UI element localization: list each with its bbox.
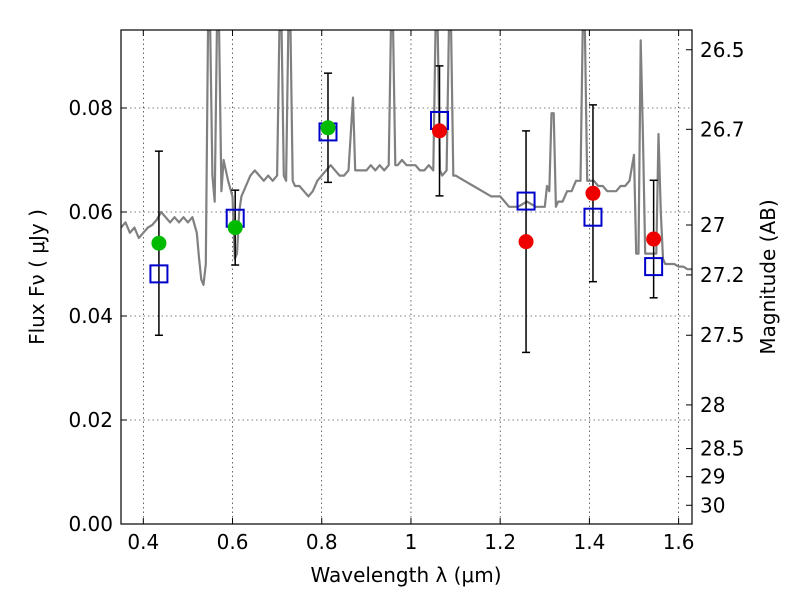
y2-tick-label: 30 <box>700 493 725 517</box>
model-photometry-square <box>644 257 664 277</box>
x-tick-label: 0.8 <box>306 530 338 554</box>
y2-tick-label: 27 <box>700 213 725 237</box>
markers-layer <box>149 110 664 284</box>
model-photometry-square <box>516 191 536 211</box>
x-axis-label: Wavelength λ (μm) <box>310 563 501 587</box>
x-tick-label: 1 <box>405 530 418 554</box>
y-tick-label: 0.06 <box>68 200 113 224</box>
y-axis-ticks: 0.00 0.02 0.04 0.06 0.08 <box>68 96 127 536</box>
observed-flux-point-green <box>227 220 243 236</box>
y-tick-label: 0.04 <box>68 304 113 328</box>
x-tick-label: 0.4 <box>127 530 159 554</box>
x-tick-label: 1.6 <box>663 530 695 554</box>
y2-tick-label: 27.5 <box>700 323 745 347</box>
observed-flux-point-red <box>646 231 662 247</box>
y-tick-label: 0.02 <box>68 408 113 432</box>
y2-tick-label: 27.2 <box>700 263 745 287</box>
observed-flux-point-red <box>432 123 448 139</box>
x-tick-label: 0.6 <box>217 530 249 554</box>
model-spectrum-line <box>121 30 692 286</box>
x-axis-ticks: 0.4 0.6 0.8 1 1.2 1.4 1.6 <box>127 30 695 554</box>
y2-tick-label: 28.5 <box>700 437 745 461</box>
y2-axis-ticks: 26.5 26.7 27 27.2 27.5 28 28.5 29 30 <box>686 38 745 517</box>
model-spectrum-layer <box>121 30 692 286</box>
observed-flux-point-green <box>151 235 167 251</box>
model-photometry-square <box>149 264 169 284</box>
y-axis-label: Flux Fν ( μJy ) <box>25 209 49 345</box>
y2-axis-label: Magnitude (AB) <box>756 199 780 354</box>
plot-frame <box>120 29 693 525</box>
model-photometry-square <box>583 207 603 227</box>
y-tick-label: 0.08 <box>68 96 113 120</box>
y2-tick-label: 28 <box>700 393 725 417</box>
observed-flux-point-red <box>518 234 534 250</box>
observed-flux-point-green <box>320 120 336 136</box>
y2-tick-label: 26.5 <box>700 38 745 62</box>
y2-tick-label: 26.7 <box>700 117 745 141</box>
x-tick-label: 1.2 <box>484 530 516 554</box>
observed-flux-point-red <box>585 185 601 201</box>
y2-tick-label: 29 <box>700 465 725 489</box>
y-tick-label: 0.00 <box>68 512 113 536</box>
x-tick-label: 1.4 <box>573 530 605 554</box>
